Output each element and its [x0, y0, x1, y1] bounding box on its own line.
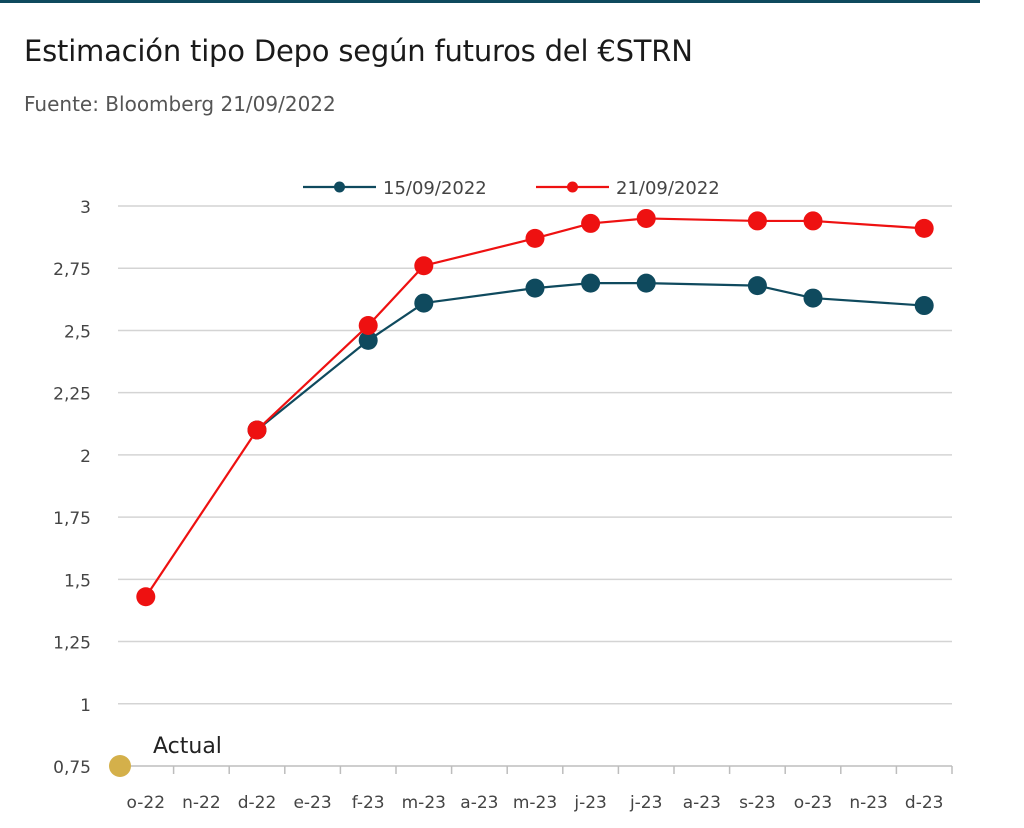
y-tick-label: 2 [80, 447, 91, 467]
legend-marker [334, 181, 345, 193]
y-tick-label: 3 [80, 198, 91, 218]
data-point [914, 296, 934, 316]
data-point [525, 228, 545, 248]
data-point [803, 288, 823, 308]
x-tick-label: f-23 [352, 793, 385, 813]
legend-marker [567, 181, 578, 193]
x-tick-label: d-22 [238, 793, 277, 813]
x-tick-label: e-23 [293, 793, 331, 813]
data-point [358, 315, 378, 335]
chart-subtitle: Fuente: Bloomberg 21/09/2022 [24, 92, 336, 116]
x-tick-label: o-23 [794, 793, 832, 813]
y-tick-label: 0,75 [53, 758, 91, 778]
legend-label: 21/09/2022 [616, 178, 720, 199]
chart-title: Estimación tipo Depo según futuros del €… [24, 34, 693, 68]
top-rule [0, 0, 980, 3]
data-point [525, 278, 545, 298]
x-tick-label: j-23 [573, 793, 607, 813]
x-tick-label: j-23 [629, 793, 663, 813]
y-tick-label: 2,5 [64, 322, 91, 342]
x-tick-label: a-23 [683, 793, 721, 813]
y-tick-label: 1,25 [53, 634, 91, 654]
data-point [636, 208, 656, 228]
x-tick-label: a-23 [460, 793, 498, 813]
actual-marker [109, 755, 131, 777]
data-point [803, 211, 823, 231]
data-point [747, 276, 767, 296]
y-tick-label: 1,5 [64, 571, 91, 591]
x-tick-label: o-22 [127, 793, 165, 813]
data-point [358, 330, 378, 350]
x-tick-label: m-23 [513, 793, 557, 813]
x-tick-label: d-23 [905, 793, 944, 813]
data-point [414, 256, 434, 276]
x-tick-label: m-23 [402, 793, 446, 813]
data-point [247, 420, 267, 440]
x-tick-label: n-23 [849, 793, 888, 813]
data-point [136, 587, 156, 607]
x-tick-label: s-23 [739, 793, 776, 813]
data-point [747, 211, 767, 231]
data-point [581, 273, 601, 293]
data-point [914, 218, 934, 238]
y-tick-label: 1 [80, 696, 91, 716]
data-point [414, 293, 434, 313]
y-tick-label: 2,25 [53, 385, 91, 405]
data-point [636, 273, 656, 293]
legend-label: 15/09/2022 [383, 178, 487, 199]
x-tick-label: n-22 [182, 793, 221, 813]
y-tick-label: 2,75 [53, 260, 91, 280]
y-tick-label: 1,75 [53, 509, 91, 529]
series-line-2 [144, 217, 925, 598]
data-point [581, 213, 601, 233]
series-line-1 [256, 282, 925, 431]
actual-label: Actual [153, 734, 222, 759]
